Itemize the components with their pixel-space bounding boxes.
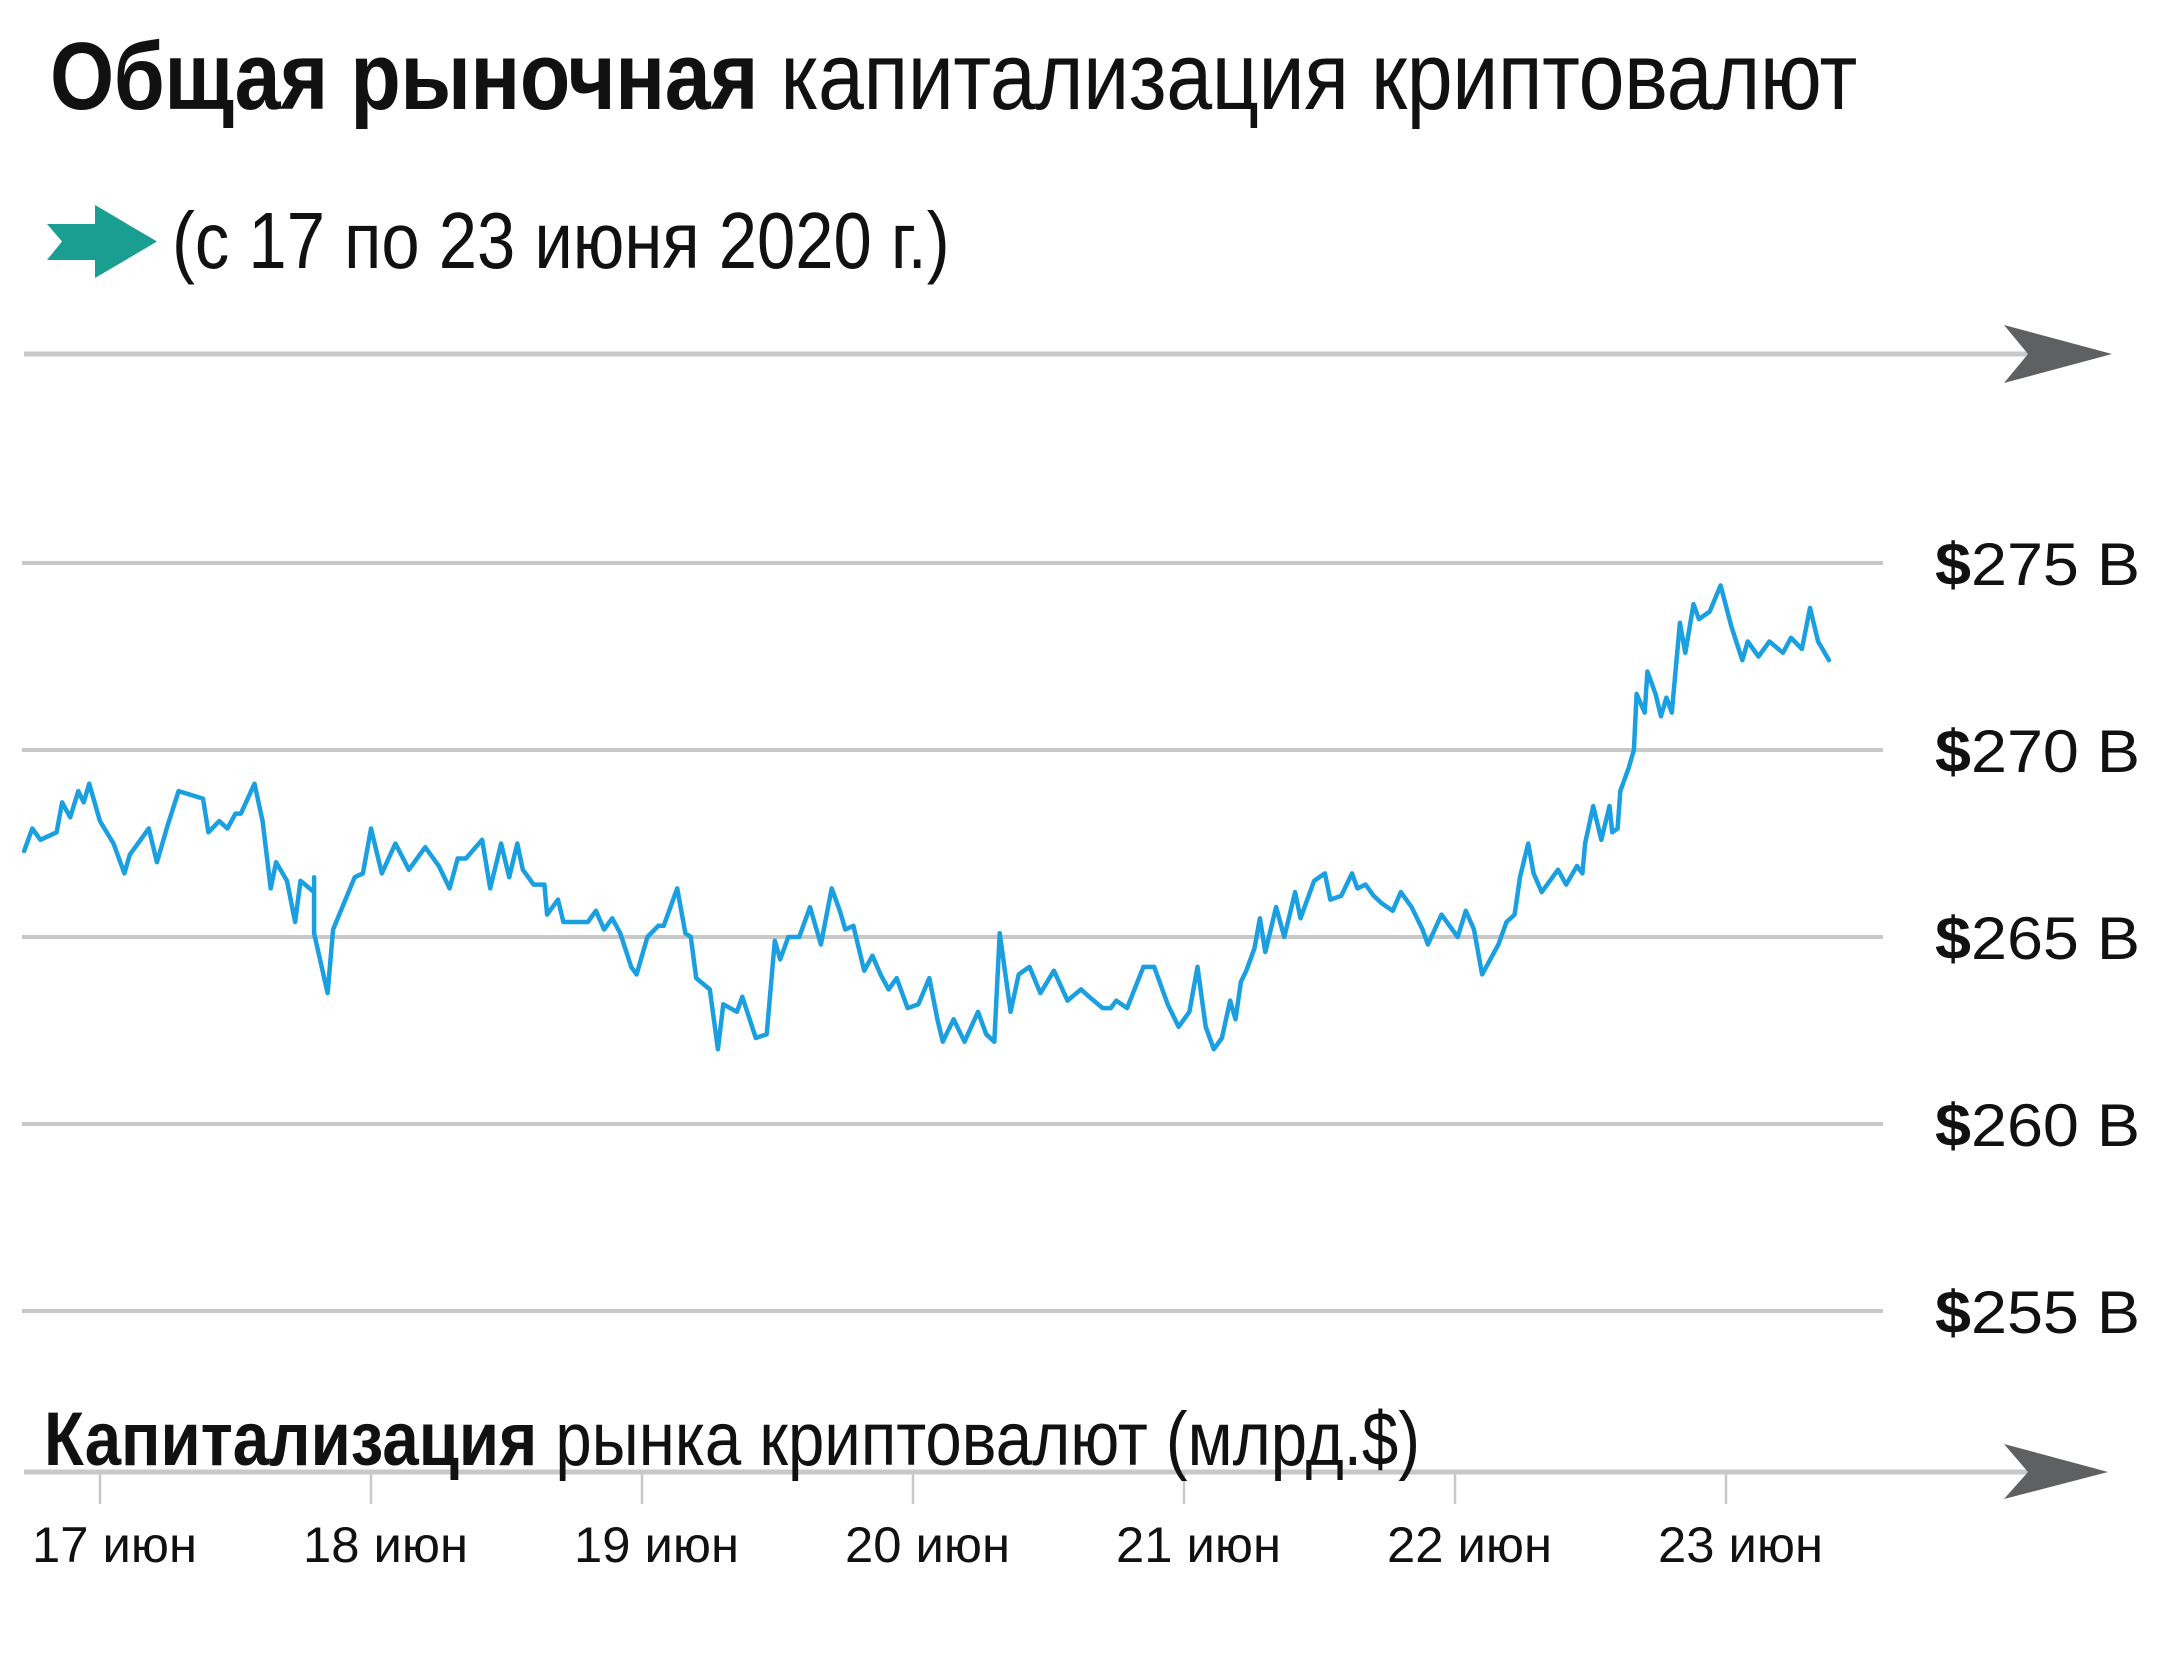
market-cap-line [21, 583, 1832, 1052]
arrow-right-icon [47, 205, 157, 278]
x-axis-caption-bold: Капитализация [44, 1397, 538, 1482]
y-axis-label: $275 B [1935, 531, 2140, 598]
x-axis-label: 21 июн [1116, 1517, 1281, 1573]
x-axis-ticks: 17 июн 18 июн 19 июн 20 июн 21 июн 22 июн 23 и… [32, 1474, 1823, 1573]
x-axis-label: 18 июн [303, 1517, 468, 1573]
x-axis-label: 19 июн [574, 1517, 739, 1573]
chart-title-light: капитализация криптовалют [780, 23, 1857, 130]
x-axis-label: 22 июн [1387, 1517, 1552, 1573]
y-axis-labels: $275 B $270 B $265 B $260 B $255 B [1935, 531, 2140, 1346]
gridlines [22, 561, 1883, 1313]
x-axis-label: 23 июн [1658, 1517, 1823, 1573]
x-axis [24, 1444, 2108, 1499]
y-axis-label: $265 B [1935, 905, 2140, 972]
chart-title-bold: Общая рыночная [50, 23, 758, 130]
y-axis-label: $255 B [1935, 1279, 2140, 1346]
y-axis-label: $260 B [1935, 1092, 2140, 1159]
top-divider-arrow [24, 325, 2112, 383]
chart-subtitle: (с 17 по 23 июня 2020 г.) [172, 196, 950, 285]
x-axis-caption-light: рынка криптовалют (млрд.$) [555, 1397, 1421, 1482]
y-axis-label: $270 B [1935, 718, 2140, 785]
x-axis-label: 17 июн [32, 1517, 197, 1573]
x-axis-label: 20 июн [845, 1517, 1010, 1573]
x-axis-caption: Капитализация рынка криптовалют (млрд.$) [44, 1395, 1420, 1485]
x-axis-arrow-icon [2004, 1444, 2108, 1499]
chart-title: Общая рыночная капитализация криптовалют [50, 22, 1857, 132]
